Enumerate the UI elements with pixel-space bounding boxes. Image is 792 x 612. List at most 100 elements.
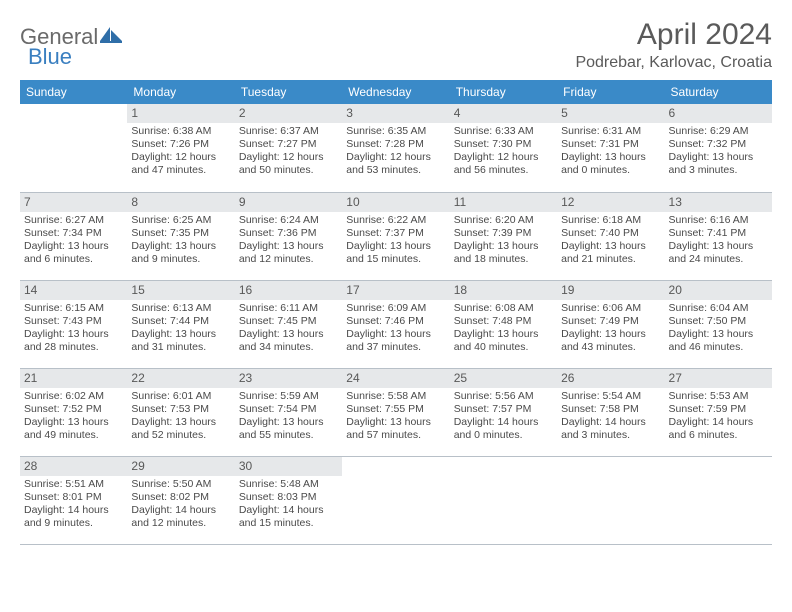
sunset-text: Sunset: 7:46 PM: [346, 315, 445, 328]
sunset-text: Sunset: 8:02 PM: [131, 491, 230, 504]
sunset-text: Sunset: 7:48 PM: [454, 315, 553, 328]
weekday-header: Saturday: [665, 80, 772, 104]
daylight-text: Daylight: 13 hours and 40 minutes.: [454, 328, 553, 354]
day-number: 24: [342, 369, 449, 388]
daylight-text: Daylight: 13 hours and 31 minutes.: [131, 328, 230, 354]
sunrise-text: Sunrise: 6:08 AM: [454, 302, 553, 315]
calendar-body: 1Sunrise: 6:38 AMSunset: 7:26 PMDaylight…: [20, 104, 772, 544]
title-block: April 2024 Podrebar, Karlovac, Croatia: [575, 18, 772, 72]
calendar-week-row: 28Sunrise: 5:51 AMSunset: 8:01 PMDayligh…: [20, 456, 772, 544]
calendar-cell: [665, 456, 772, 544]
sunset-text: Sunset: 7:30 PM: [454, 138, 553, 151]
sunset-text: Sunset: 7:45 PM: [239, 315, 338, 328]
daylight-text: Daylight: 13 hours and 12 minutes.: [239, 240, 338, 266]
day-number: 12: [557, 193, 664, 212]
calendar-cell: 16Sunrise: 6:11 AMSunset: 7:45 PMDayligh…: [235, 280, 342, 368]
sunset-text: Sunset: 7:52 PM: [24, 403, 123, 416]
calendar-cell: 28Sunrise: 5:51 AMSunset: 8:01 PMDayligh…: [20, 456, 127, 544]
calendar-cell: 3Sunrise: 6:35 AMSunset: 7:28 PMDaylight…: [342, 104, 449, 192]
calendar-cell: 11Sunrise: 6:20 AMSunset: 7:39 PMDayligh…: [450, 192, 557, 280]
logo-sail-icon: [100, 27, 122, 43]
sunset-text: Sunset: 8:01 PM: [24, 491, 123, 504]
calendar-cell: 27Sunrise: 5:53 AMSunset: 7:59 PMDayligh…: [665, 368, 772, 456]
calendar-cell: 14Sunrise: 6:15 AMSunset: 7:43 PMDayligh…: [20, 280, 127, 368]
day-number: 8: [127, 193, 234, 212]
day-number: 17: [342, 281, 449, 300]
day-number: 30: [235, 457, 342, 476]
daylight-text: Daylight: 13 hours and 52 minutes.: [131, 416, 230, 442]
sunset-text: Sunset: 7:58 PM: [561, 403, 660, 416]
day-number: 18: [450, 281, 557, 300]
sunset-text: Sunset: 7:37 PM: [346, 227, 445, 240]
day-number: 25: [450, 369, 557, 388]
sunrise-text: Sunrise: 5:59 AM: [239, 390, 338, 403]
calendar-table: SundayMondayTuesdayWednesdayThursdayFrid…: [20, 80, 772, 545]
weekday-header: Sunday: [20, 80, 127, 104]
calendar-cell: 7Sunrise: 6:27 AMSunset: 7:34 PMDaylight…: [20, 192, 127, 280]
weekday-header: Wednesday: [342, 80, 449, 104]
day-number: 27: [665, 369, 772, 388]
day-number: 21: [20, 369, 127, 388]
month-title: April 2024: [575, 18, 772, 52]
calendar-cell: 10Sunrise: 6:22 AMSunset: 7:37 PMDayligh…: [342, 192, 449, 280]
daylight-text: Daylight: 14 hours and 15 minutes.: [239, 504, 338, 530]
daylight-text: Daylight: 13 hours and 3 minutes.: [669, 151, 768, 177]
calendar-cell: 22Sunrise: 6:01 AMSunset: 7:53 PMDayligh…: [127, 368, 234, 456]
daylight-text: Daylight: 13 hours and 28 minutes.: [24, 328, 123, 354]
day-number: 13: [665, 193, 772, 212]
calendar-cell: 17Sunrise: 6:09 AMSunset: 7:46 PMDayligh…: [342, 280, 449, 368]
sunset-text: Sunset: 7:59 PM: [669, 403, 768, 416]
calendar-cell: 15Sunrise: 6:13 AMSunset: 7:44 PMDayligh…: [127, 280, 234, 368]
calendar-cell: [450, 456, 557, 544]
weekday-header-row: SundayMondayTuesdayWednesdayThursdayFrid…: [20, 80, 772, 104]
daylight-text: Daylight: 13 hours and 24 minutes.: [669, 240, 768, 266]
day-number: 15: [127, 281, 234, 300]
day-number: 19: [557, 281, 664, 300]
calendar-cell: 6Sunrise: 6:29 AMSunset: 7:32 PMDaylight…: [665, 104, 772, 192]
daylight-text: Daylight: 14 hours and 0 minutes.: [454, 416, 553, 442]
day-number: 11: [450, 193, 557, 212]
logo-text-blue: Blue: [28, 44, 72, 70]
sunset-text: Sunset: 7:54 PM: [239, 403, 338, 416]
calendar-cell: 4 Sunrise: 6:33 AMSunset: 7:30 PMDaylight…: [450, 104, 557, 192]
calendar-cell: [557, 456, 664, 544]
sunrise-text: Sunrise: 6:37 AM: [239, 125, 338, 138]
sunrise-text: Sunrise: 6:15 AM: [24, 302, 123, 315]
sunset-text: Sunset: 7:40 PM: [561, 227, 660, 240]
sunrise-text: Sunrise: 6:29 AM: [669, 125, 768, 138]
calendar-cell: 19Sunrise: 6:06 AMSunset: 7:49 PMDayligh…: [557, 280, 664, 368]
daylight-text: Daylight: 13 hours and 0 minutes.: [561, 151, 660, 177]
sunrise-text: Sunrise: 6:02 AM: [24, 390, 123, 403]
sunrise-text: Sunrise: 5:51 AM: [24, 478, 123, 491]
calendar-cell: 24Sunrise: 5:58 AMSunset: 7:55 PMDayligh…: [342, 368, 449, 456]
calendar-week-row: 14Sunrise: 6:15 AMSunset: 7:43 PMDayligh…: [20, 280, 772, 368]
header: General April 2024 Podrebar, Karlovac, C…: [20, 18, 772, 72]
day-number: 14: [20, 281, 127, 300]
calendar-cell: 2Sunrise: 6:37 AMSunset: 7:27 PMDaylight…: [235, 104, 342, 192]
daylight-text: Daylight: 13 hours and 43 minutes.: [561, 328, 660, 354]
day-number: 23: [235, 369, 342, 388]
sunset-text: Sunset: 7:31 PM: [561, 138, 660, 151]
weekday-header: Monday: [127, 80, 234, 104]
weekday-header: Thursday: [450, 80, 557, 104]
sunset-text: Sunset: 7:27 PM: [239, 138, 338, 151]
day-number: 4: [450, 104, 557, 123]
sunrise-text: Sunrise: 5:53 AM: [669, 390, 768, 403]
sunrise-text: Sunrise: 5:48 AM: [239, 478, 338, 491]
daylight-text: Daylight: 12 hours and 56 minutes.: [454, 151, 553, 177]
day-number: 7: [20, 193, 127, 212]
sunset-text: Sunset: 7:34 PM: [24, 227, 123, 240]
calendar-cell: 8Sunrise: 6:25 AMSunset: 7:35 PMDaylight…: [127, 192, 234, 280]
sunrise-text: Sunrise: 6:13 AM: [131, 302, 230, 315]
day-number: 29: [127, 457, 234, 476]
day-number: 16: [235, 281, 342, 300]
sunrise-text: Sunrise: 6:31 AM: [561, 125, 660, 138]
calendar-cell: 20Sunrise: 6:04 AMSunset: 7:50 PMDayligh…: [665, 280, 772, 368]
sunrise-text: Sunrise: 6:38 AM: [131, 125, 230, 138]
daylight-text: Daylight: 13 hours and 57 minutes.: [346, 416, 445, 442]
sunset-text: Sunset: 7:57 PM: [454, 403, 553, 416]
sunrise-text: Sunrise: 6:33 AM: [454, 125, 553, 138]
day-number: 5: [557, 104, 664, 123]
sunrise-text: Sunrise: 6:11 AM: [239, 302, 338, 315]
sunrise-text: Sunrise: 6:16 AM: [669, 214, 768, 227]
